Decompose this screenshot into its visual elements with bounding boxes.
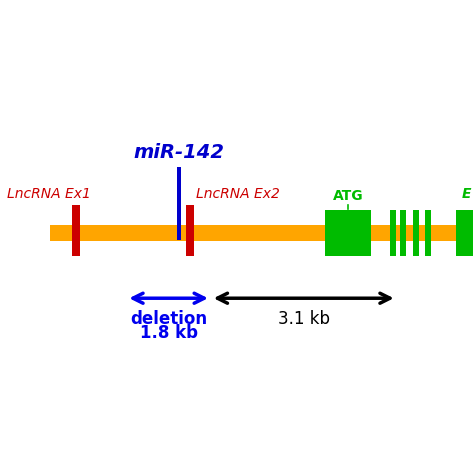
Bar [325,210,371,256]
Bar [456,210,474,256]
Text: 3.1 kb: 3.1 kb [278,310,330,328]
Text: E: E [462,187,471,201]
Bar [177,167,181,240]
Text: ATG: ATG [333,189,364,203]
Bar [425,210,431,256]
Text: miR-142: miR-142 [134,143,225,162]
Text: deletion: deletion [130,310,207,328]
Text: LncRNA Ex1: LncRNA Ex1 [7,187,91,201]
Bar [186,205,193,256]
Bar [72,205,80,256]
Text: 1.8 kb: 1.8 kb [140,324,198,342]
Bar [29,225,474,241]
Bar [390,210,396,256]
Bar [400,210,406,256]
Text: LncRNA Ex2: LncRNA Ex2 [196,187,280,201]
Bar [413,210,419,256]
